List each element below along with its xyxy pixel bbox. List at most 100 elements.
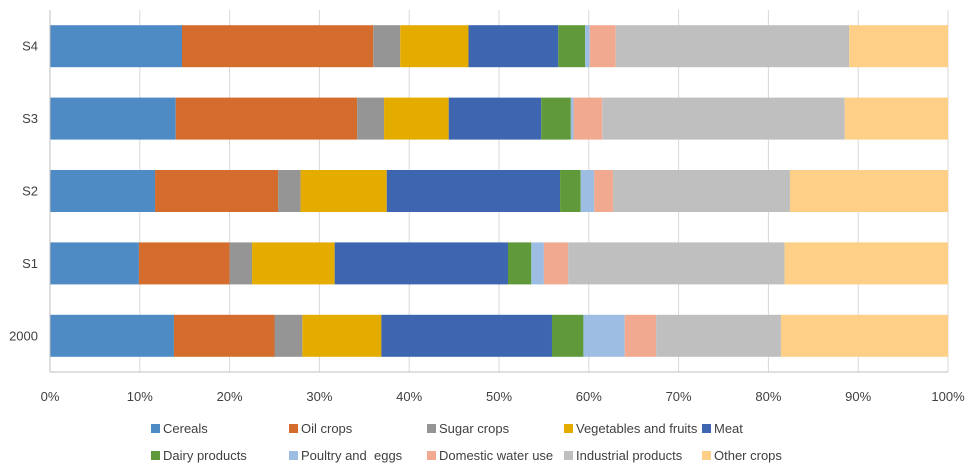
bar-segment-dairy-products-s1 (507, 242, 532, 285)
bar-segment-meat-s1 (334, 242, 508, 285)
bar-segment-meat-2000 (381, 314, 552, 357)
category-label: S4 (22, 39, 38, 54)
legend-swatch (289, 451, 298, 460)
bar-segment-poultry-and-eggs-s1 (531, 242, 544, 285)
bar-segment-dairy-products-s3 (541, 97, 571, 140)
bar-segment-other-crops-s4 (849, 25, 948, 68)
bar-segment-oil-crops-s4 (182, 25, 374, 68)
legend-label: Dairy products (163, 448, 247, 463)
bar-segment-vegetables-and-fruits-s3 (384, 97, 449, 140)
bar-segment-industrial-products-2000 (656, 314, 781, 357)
legend-swatch (564, 451, 573, 460)
legend-label: Cereals (163, 421, 208, 436)
bar-segment-sugar-crops-2000 (274, 314, 303, 357)
bar-segment-oil-crops-s3 (175, 97, 358, 140)
bar-segment-poultry-and-eggs-s2 (580, 170, 595, 212)
legend-label: Poultry and eggs (301, 448, 403, 463)
bar-segment-meat-s3 (448, 97, 542, 140)
bar-segment-other-crops-s2 (789, 170, 948, 212)
x-tick-label: 60% (576, 389, 602, 404)
bar-segment-poultry-and-eggs-s4 (585, 25, 590, 68)
legend: Cereals Oil crops Sugar crops Vegetables an… (151, 421, 782, 463)
bar-segment-sugar-crops-s4 (373, 25, 401, 68)
legend-swatch (151, 424, 160, 433)
x-tick-label: 30% (306, 389, 332, 404)
legend-item: Industrial products (564, 448, 683, 463)
legend-item: Other crops (702, 448, 782, 463)
x-tick-label: 10% (127, 389, 153, 404)
legend-label: Industrial products (576, 448, 683, 463)
bar-segment-cereals-s2 (50, 170, 156, 212)
bar-segments (50, 25, 948, 357)
bar-segment-cereals-2000 (50, 314, 174, 357)
bar-segment-oil-crops-2000 (173, 314, 275, 357)
bar-segment-sugar-crops-s2 (278, 170, 301, 212)
legend-swatch (702, 451, 711, 460)
bar-segment-oil-crops-s1 (138, 242, 230, 285)
x-tick-label: 100% (931, 389, 965, 404)
bar-segment-other-crops-s1 (784, 242, 948, 285)
bar-segment-vegetables-and-fruits-2000 (302, 314, 382, 357)
legend-item: Dairy products (151, 448, 247, 463)
legend-item: Domestic water use (427, 448, 553, 463)
bar-segment-industrial-products-s2 (613, 170, 790, 212)
bar-segment-dairy-products-2000 (551, 314, 584, 357)
legend-item: Poultry and eggs (289, 448, 403, 463)
bar-segment-oil-crops-s2 (155, 170, 279, 212)
bar-segment-domestic-water-use-s4 (589, 25, 616, 68)
x-tick-label: 40% (396, 389, 422, 404)
x-tick-label: 70% (666, 389, 692, 404)
bar-segment-cereals-s3 (50, 97, 176, 140)
bar-segment-poultry-and-eggs-s3 (570, 97, 574, 140)
legend-item: Oil crops (289, 421, 353, 436)
legend-swatch (427, 424, 436, 433)
legend-label: Vegetables and fruits (576, 421, 698, 436)
bar-segment-industrial-products-s3 (602, 97, 845, 140)
legend-item: Meat (702, 421, 743, 436)
legend-label: Meat (714, 421, 743, 436)
legend-swatch (151, 451, 160, 460)
bar-segment-industrial-products-s1 (568, 242, 785, 285)
bar-segment-other-crops-2000 (780, 314, 948, 357)
legend-label: Oil crops (301, 421, 353, 436)
legend-swatch (289, 424, 298, 433)
bar-segment-poultry-and-eggs-2000 (583, 314, 625, 357)
legend-label: Sugar crops (439, 421, 510, 436)
bar-segment-industrial-products-s4 (615, 25, 850, 68)
x-tick-label: 50% (486, 389, 512, 404)
bar-segment-dairy-products-s2 (560, 170, 581, 212)
bar-segment-meat-s2 (386, 170, 561, 212)
bar-segment-domestic-water-use-s3 (573, 97, 603, 140)
category-label: 2000 (9, 328, 38, 343)
legend-swatch (427, 451, 436, 460)
bar-segment-sugar-crops-s1 (229, 242, 253, 285)
legend-item: Vegetables and fruits (564, 421, 698, 436)
category-label: S1 (22, 256, 38, 271)
bar-segment-domestic-water-use-s1 (543, 242, 569, 285)
x-tick-label: 0% (41, 389, 60, 404)
bar-segment-domestic-water-use-s2 (594, 170, 614, 212)
axes (49, 10, 948, 373)
x-tick-label: 20% (217, 389, 243, 404)
legend-label: Other crops (714, 448, 782, 463)
bar-segment-cereals-s1 (50, 242, 139, 285)
bar-segment-meat-s4 (468, 25, 559, 68)
category-labels: S4 S3 S2 S1 2000 (9, 39, 38, 344)
bar-segment-cereals-s4 (50, 25, 183, 68)
bar-segment-vegetables-and-fruits-s2 (300, 170, 387, 212)
bar-segment-other-crops-s3 (844, 97, 948, 140)
x-tick-labels: 0% 10% 20% 30% 40% 50% 60% 70% 80% 90% 100% (41, 389, 965, 404)
bar-segment-vegetables-and-fruits-s1 (252, 242, 335, 285)
legend-label: Domestic water use (439, 448, 553, 463)
legend-swatch (564, 424, 573, 433)
x-tick-label: 80% (755, 389, 781, 404)
bar-segment-vegetables-and-fruits-s4 (400, 25, 469, 68)
bar-segment-domestic-water-use-2000 (624, 314, 657, 357)
legend-swatch (702, 424, 711, 433)
category-label: S3 (22, 111, 38, 126)
category-label: S2 (22, 184, 38, 199)
x-tick-label: 90% (845, 389, 871, 404)
legend-item: Cereals (151, 421, 208, 436)
bar-segment-dairy-products-s4 (558, 25, 586, 68)
